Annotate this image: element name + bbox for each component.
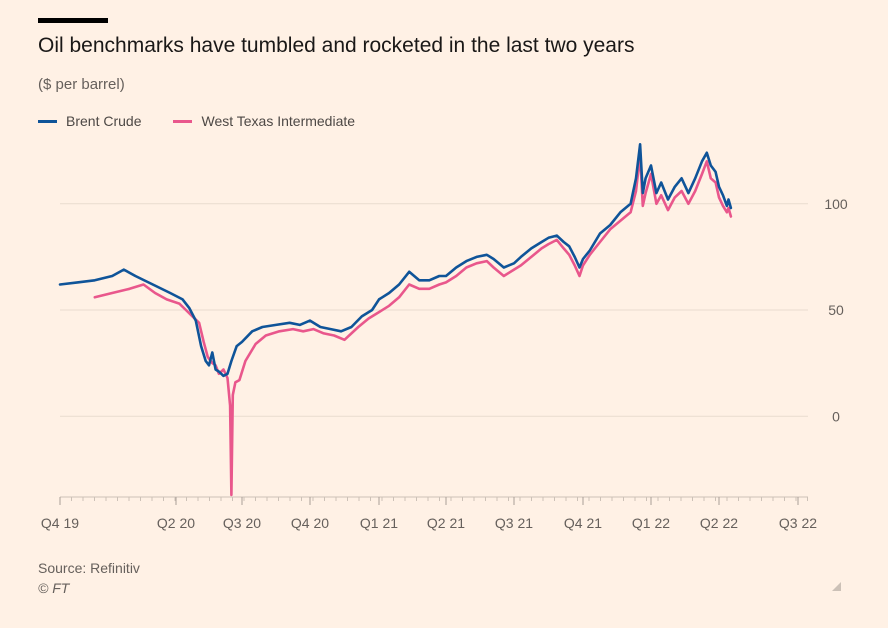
legend-swatch-brent: [38, 119, 57, 123]
chart-title: Oil benchmarks have tumbled and rocketed…: [38, 34, 635, 57]
x-tick-label: Q2 20: [157, 515, 195, 531]
x-tick-label: Q4 20: [291, 515, 329, 531]
y-tick-label: 50: [828, 302, 844, 318]
resize-handle-icon[interactable]: [832, 582, 841, 591]
x-tick-label: Q3 22: [779, 515, 817, 531]
x-tick-label: Q3 21: [495, 515, 533, 531]
x-tick-label: Q1 21: [360, 515, 398, 531]
legend-item-brent: Brent Crude: [38, 113, 141, 129]
y-tick-label: 0: [832, 408, 840, 424]
series-line-brent: [58, 143, 733, 378]
legend-item-wti: West Texas Intermediate: [173, 113, 355, 129]
chart-subtitle: ($ per barrel): [38, 76, 125, 93]
legend-label-wti: West Texas Intermediate: [201, 113, 356, 129]
legend-label-brent: Brent Crude: [66, 113, 142, 129]
copyright-note: © FT: [38, 580, 70, 596]
line-chart: 0 50 100 Q4 19 Q2 20 Q3 20 Q4 20 Q1 21 Q2 21 Q3 2…: [41, 143, 848, 531]
x-tick-label: Q1 22: [632, 515, 670, 531]
chart-legend: Brent Crude West Texas Intermediate: [38, 113, 387, 129]
legend-swatch-wti: [173, 119, 193, 123]
x-tick-label: Q4 21: [564, 515, 602, 531]
x-tick-label: Q3 20: [223, 515, 261, 531]
x-tick-label: Q4 19: [41, 515, 79, 531]
y-tick-label: 100: [824, 196, 848, 212]
source-note: Source: Refinitiv: [38, 560, 140, 576]
series-line-wti: [93, 153, 733, 497]
header-rule: [38, 18, 108, 23]
x-tick-label: Q2 22: [700, 515, 738, 531]
x-tick-label: Q2 21: [427, 515, 465, 531]
